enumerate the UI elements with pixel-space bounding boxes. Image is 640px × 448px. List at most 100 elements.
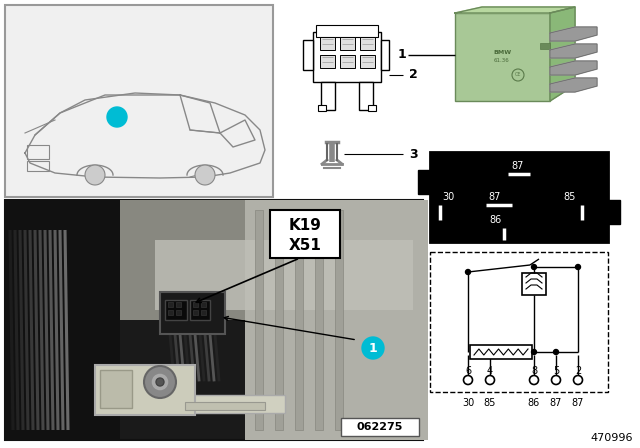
- Text: 1: 1: [113, 112, 121, 122]
- Bar: [315, 210, 323, 430]
- Bar: [165, 395, 285, 413]
- Bar: [360, 55, 375, 68]
- Bar: [5, 200, 423, 440]
- Bar: [430, 152, 608, 242]
- Text: 1: 1: [397, 48, 406, 61]
- Text: 2: 2: [409, 69, 418, 82]
- Bar: [95, 365, 195, 415]
- Bar: [368, 105, 376, 111]
- Circle shape: [144, 366, 176, 398]
- Bar: [165, 300, 187, 320]
- Bar: [470, 345, 532, 359]
- Bar: [120, 200, 423, 320]
- Bar: [455, 13, 550, 101]
- Text: 86: 86: [489, 215, 501, 225]
- Bar: [201, 310, 206, 315]
- Bar: [193, 302, 198, 307]
- Bar: [168, 310, 173, 315]
- Bar: [321, 82, 335, 110]
- Bar: [176, 302, 181, 307]
- Bar: [316, 25, 378, 37]
- Polygon shape: [550, 7, 575, 101]
- Text: 85: 85: [484, 398, 496, 408]
- Circle shape: [552, 375, 561, 384]
- Text: 1: 1: [369, 341, 378, 354]
- Text: 5: 5: [553, 366, 559, 376]
- Bar: [5, 200, 120, 440]
- Bar: [27, 145, 49, 159]
- Text: X51: X51: [289, 237, 321, 253]
- Bar: [176, 310, 181, 315]
- Polygon shape: [455, 7, 575, 13]
- Bar: [313, 32, 381, 82]
- Text: 30: 30: [462, 398, 474, 408]
- Bar: [340, 55, 355, 68]
- Circle shape: [156, 378, 164, 386]
- Bar: [418, 170, 430, 194]
- Text: 86: 86: [528, 398, 540, 408]
- Bar: [193, 310, 198, 315]
- Bar: [100, 370, 132, 408]
- Polygon shape: [550, 61, 597, 75]
- Polygon shape: [550, 78, 597, 92]
- Circle shape: [575, 264, 580, 270]
- Text: BMW: BMW: [493, 51, 511, 56]
- Text: 8: 8: [531, 366, 537, 376]
- Text: 87: 87: [550, 398, 562, 408]
- Circle shape: [554, 349, 559, 354]
- Text: 87: 87: [512, 161, 524, 171]
- Bar: [168, 302, 173, 307]
- Text: 2: 2: [575, 366, 581, 376]
- Circle shape: [529, 375, 538, 384]
- Bar: [201, 302, 206, 307]
- Text: CE: CE: [515, 73, 521, 78]
- Circle shape: [362, 337, 384, 359]
- Polygon shape: [550, 27, 597, 41]
- Bar: [359, 82, 373, 110]
- Text: 4: 4: [487, 366, 493, 376]
- Text: 062275: 062275: [357, 422, 403, 432]
- Bar: [303, 40, 313, 70]
- Bar: [341, 418, 419, 436]
- Circle shape: [107, 107, 127, 127]
- Bar: [360, 37, 375, 50]
- Bar: [540, 43, 550, 49]
- Bar: [320, 37, 335, 50]
- Bar: [155, 240, 413, 310]
- Bar: [27, 161, 49, 171]
- Bar: [320, 55, 335, 68]
- Bar: [245, 200, 428, 440]
- Bar: [608, 200, 620, 224]
- Text: K19: K19: [289, 219, 321, 233]
- Circle shape: [531, 349, 536, 354]
- Text: 61.36: 61.36: [494, 59, 510, 64]
- Text: 85: 85: [564, 192, 576, 202]
- Bar: [185, 402, 265, 410]
- Text: 3: 3: [409, 147, 418, 160]
- Bar: [318, 105, 326, 111]
- Bar: [335, 210, 343, 430]
- Bar: [5, 5, 273, 197]
- Circle shape: [465, 270, 470, 275]
- Bar: [160, 292, 225, 334]
- Text: 87: 87: [572, 398, 584, 408]
- Bar: [270, 210, 340, 258]
- Circle shape: [85, 165, 105, 185]
- Circle shape: [573, 375, 582, 384]
- Text: 87: 87: [489, 192, 501, 202]
- Bar: [522, 273, 546, 295]
- Polygon shape: [550, 44, 597, 58]
- Text: 6: 6: [465, 366, 471, 376]
- Bar: [190, 300, 210, 320]
- Circle shape: [463, 375, 472, 384]
- Bar: [255, 210, 263, 430]
- Bar: [275, 210, 283, 430]
- Bar: [381, 40, 389, 70]
- Circle shape: [151, 373, 169, 391]
- Bar: [340, 37, 355, 50]
- Circle shape: [531, 264, 536, 270]
- Text: 30: 30: [442, 192, 454, 202]
- Bar: [295, 210, 303, 430]
- Text: 470996: 470996: [591, 433, 633, 443]
- Circle shape: [486, 375, 495, 384]
